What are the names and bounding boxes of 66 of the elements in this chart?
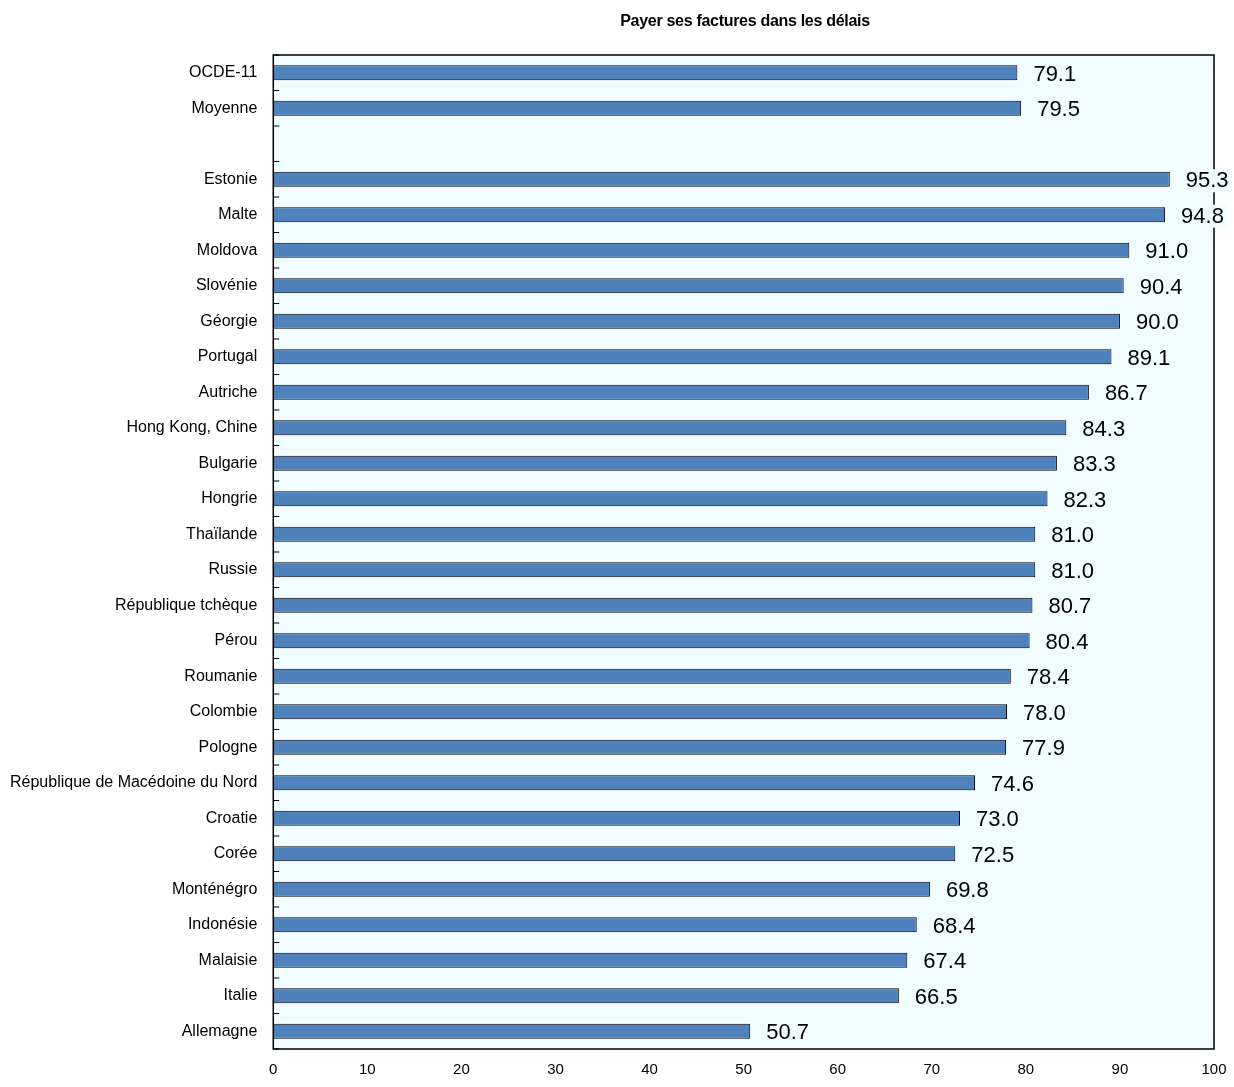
data-label: 77.9: [1022, 735, 1065, 761]
data-label: 67.4: [923, 948, 967, 974]
data-label: 84.3: [1082, 415, 1126, 441]
data-label: 68.4: [932, 912, 976, 938]
data-label: 50.7: [766, 1019, 810, 1045]
data-label: 90.0: [1135, 309, 1179, 335]
x-tick-label: 40: [641, 1060, 658, 1078]
data-label: 80.7: [1048, 593, 1092, 619]
y-tick-label: Slovénie: [195, 276, 258, 294]
data-label: 83.3: [1072, 451, 1116, 477]
y-tick-label: OCDE-11: [189, 63, 258, 81]
x-tick-label: 100: [1201, 1060, 1227, 1078]
y-tick-label: Portugal: [197, 347, 258, 365]
data-label: 73.0: [976, 806, 1019, 832]
x-tick-label: 50: [735, 1060, 752, 1078]
y-tick-label: Roumanie: [184, 666, 258, 684]
x-tick-label: 10: [359, 1060, 376, 1078]
y-tick-label: Croatie: [205, 808, 258, 826]
y-tick-label: Malaisie: [198, 950, 258, 968]
x-tick-label: 70: [923, 1060, 941, 1078]
data-label: 69.8: [945, 877, 989, 903]
data-label: 81.0: [1051, 557, 1095, 583]
y-tick-label: Moyenne: [191, 98, 258, 116]
y-tick-label: Géorgie: [200, 311, 258, 329]
y-tick-label: Bulgarie: [198, 453, 258, 471]
y-tick-label: Corée: [213, 844, 258, 862]
x-tick-label: 0: [269, 1060, 278, 1078]
y-tick-label: Pologne: [198, 737, 258, 755]
data-label: 82.3: [1063, 486, 1107, 512]
y-tick-label: Monténégro: [171, 879, 258, 897]
data-label: 66.5: [914, 983, 958, 1009]
y-tick-label: Autriche: [198, 382, 258, 400]
y-tick-label: Russie: [208, 560, 258, 578]
y-tick-label: Indonésie: [187, 915, 258, 933]
y-tick-label: Moldova: [196, 240, 258, 258]
data-label: 74.6: [991, 770, 1034, 796]
data-label: 80.4: [1045, 628, 1089, 654]
data-label: 79.5: [1037, 96, 1080, 122]
y-tick-label: République tchèque: [114, 595, 258, 613]
y-tick-label: Malte: [218, 205, 258, 223]
y-tick-label: République de Macédoine du Nord: [10, 773, 258, 791]
y-tick-label: Allemagne: [181, 1021, 258, 1039]
y-tick-label: Thaïlande: [186, 524, 258, 542]
data-label: 90.4: [1139, 273, 1183, 299]
data-label: 78.0: [1023, 699, 1066, 725]
data-label: 78.4: [1026, 664, 1070, 690]
y-tick-label: Italie: [223, 986, 258, 1004]
y-tick-label: Hongrie: [201, 489, 258, 507]
x-tick-label: 30: [547, 1060, 564, 1078]
data-label: 94.8: [1181, 202, 1224, 228]
y-tick-label: Colombie: [189, 702, 258, 720]
data-label: 89.1: [1127, 344, 1171, 370]
data-label: 79.1: [1033, 60, 1077, 86]
data-label: 95.3: [1185, 167, 1229, 193]
y-tick-label: Pérou: [214, 631, 258, 649]
x-tick-label: 90: [1111, 1060, 1129, 1078]
x-tick-label: 80: [1017, 1060, 1035, 1078]
y-tick-label: Estonie: [203, 169, 258, 187]
data-label: 86.7: [1104, 380, 1148, 406]
x-tick-label: 20: [453, 1060, 470, 1078]
data-label: 81.0: [1051, 522, 1095, 548]
data-label: 91.0: [1145, 238, 1189, 264]
chart-title: Payer ses factures dans les délais: [619, 12, 871, 30]
data-label: 72.5: [971, 841, 1015, 867]
y-tick-label: Hong Kong, Chine: [126, 418, 258, 436]
x-tick-label: 60: [829, 1060, 847, 1078]
